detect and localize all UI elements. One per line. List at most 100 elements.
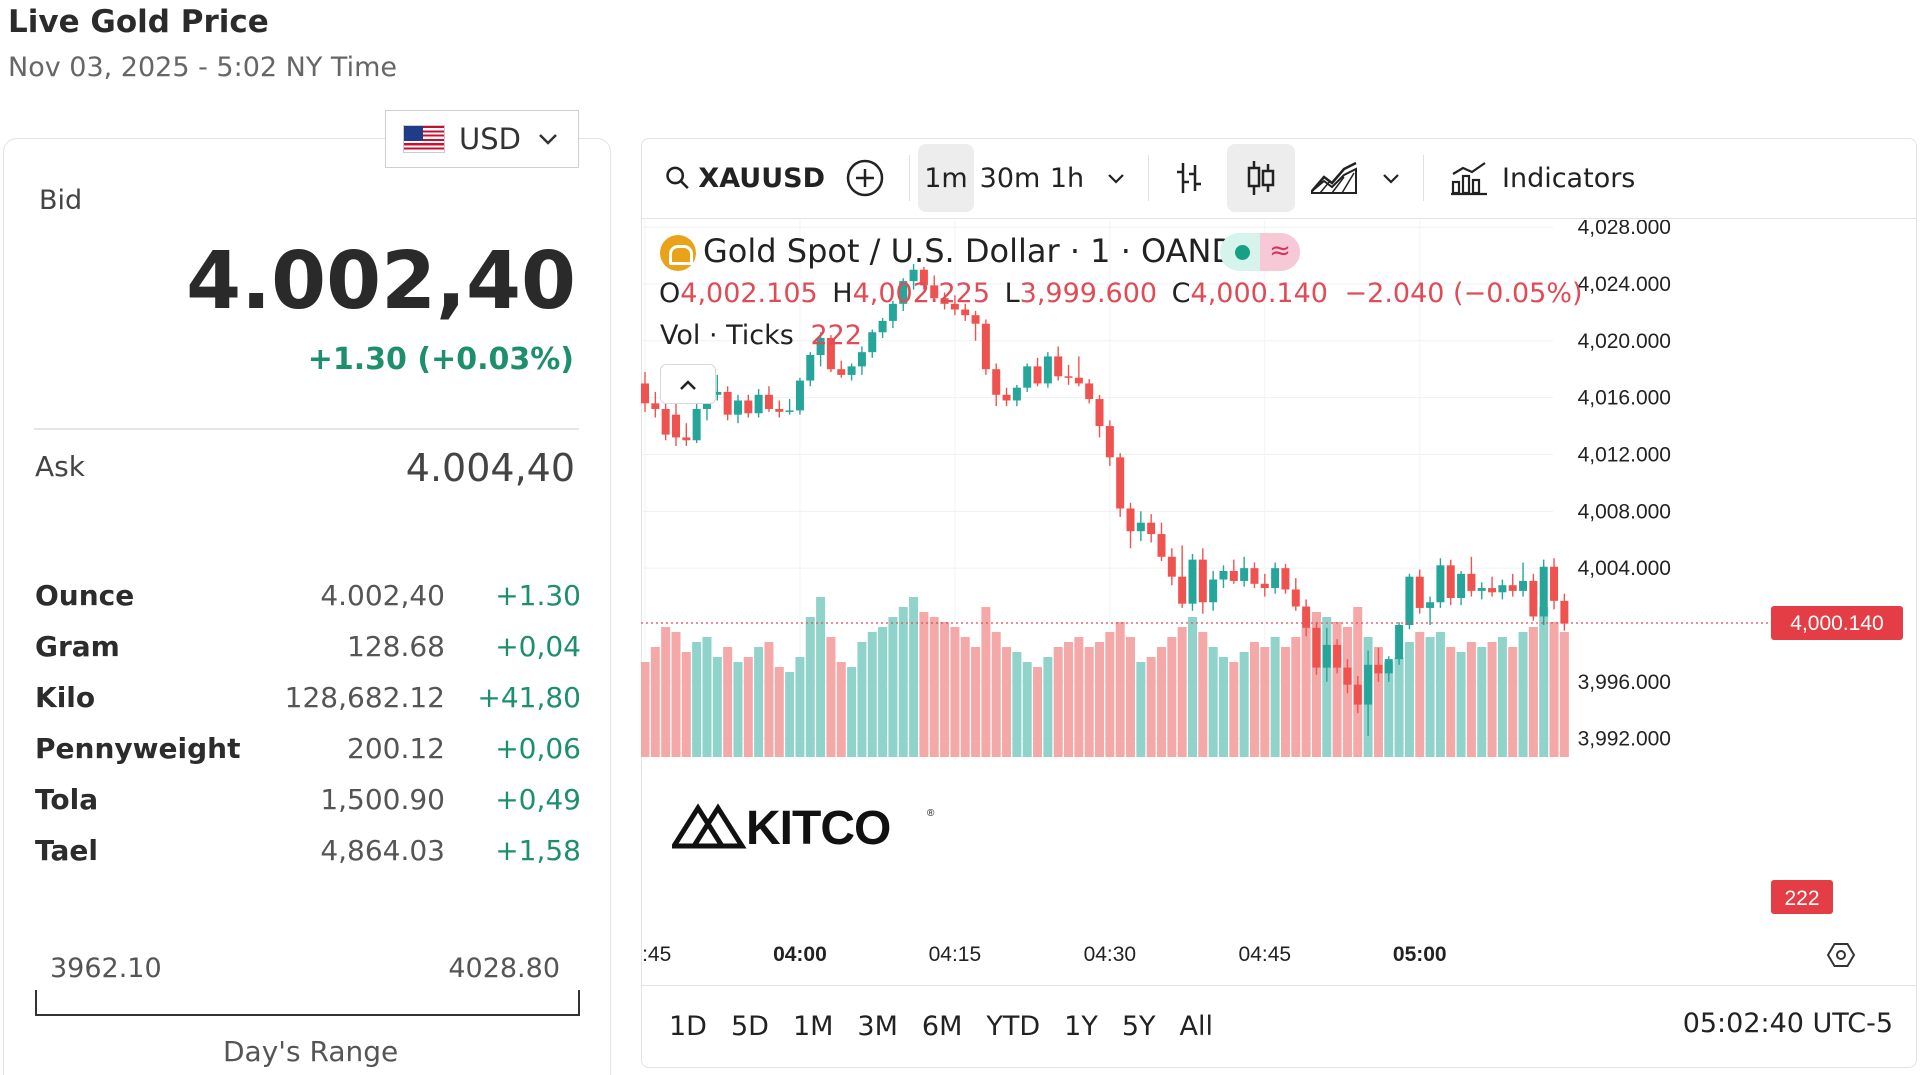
- volume-bar: [909, 597, 919, 757]
- candle-body: [795, 380, 804, 411]
- volume-bar: [795, 657, 805, 757]
- indicators-button[interactable]: Indicators: [1450, 144, 1635, 212]
- period-5d[interactable]: 5D: [730, 1011, 769, 1042]
- interval-1m[interactable]: 1m: [918, 144, 974, 212]
- svg-text:®: ®: [927, 808, 935, 819]
- volume-bar: [1559, 632, 1569, 757]
- volume-bar: [1064, 642, 1074, 757]
- volume-bar: [960, 637, 970, 757]
- volume-bar: [1177, 627, 1187, 757]
- candles-chart-type-button[interactable]: [1227, 144, 1295, 212]
- volume-bar: [1456, 652, 1466, 757]
- volume-bar: [805, 617, 815, 757]
- interval-1h[interactable]: 1h: [1049, 162, 1085, 194]
- candle-body: [1271, 568, 1280, 589]
- ohlc-change: −2.040 (−0.05%): [1344, 278, 1583, 309]
- unit-price: 4,864.03: [320, 834, 445, 867]
- settings-hex-icon[interactable]: [1826, 943, 1856, 967]
- toolbar-separator: [1148, 155, 1149, 201]
- ask-label: Ask: [35, 450, 85, 483]
- interval-dropdown[interactable]: [1098, 144, 1134, 212]
- volume-bar: [723, 647, 733, 757]
- candlestick-chart[interactable]: 4,028.000 4,024.000 4,020.000 4,016.000 4,01…: [641, 220, 1917, 985]
- volume-bar: [733, 662, 743, 757]
- x-tick-label: 04:00: [773, 943, 827, 966]
- volume-badge-bg: [1771, 880, 1833, 914]
- compare-symbol-button[interactable]: [843, 144, 887, 212]
- market-status-pill[interactable]: ≈: [1220, 233, 1300, 271]
- symbol-search[interactable]: XAUUSD: [665, 144, 825, 212]
- volume-bar: [1167, 637, 1177, 757]
- x-tick-label: 04:30: [1084, 943, 1137, 966]
- candle-body: [950, 303, 959, 310]
- volume-bar: [1435, 632, 1445, 757]
- volume-bar: [971, 647, 981, 757]
- candle-body: [1436, 565, 1445, 603]
- unit-name: Tola: [35, 783, 99, 816]
- last-price-badge-bg: [1771, 606, 1903, 641]
- candle-body: [1126, 508, 1135, 532]
- volume-bar: [940, 622, 950, 757]
- bid-label: Bid: [39, 185, 83, 216]
- period-bar: 1D 5D 1M 3M 6M YTD 1Y 5Y All: [641, 985, 1917, 1067]
- period-1d[interactable]: 1D: [669, 1011, 707, 1042]
- candle-body: [723, 391, 732, 415]
- period-1m[interactable]: 1M: [792, 1011, 834, 1042]
- volume-bar: [1497, 637, 1507, 757]
- currency-select[interactable]: USD: [385, 110, 579, 168]
- ohlc-h-label: H: [832, 278, 853, 309]
- period-ytd[interactable]: YTD: [986, 1011, 1041, 1042]
- unit-row: Tael 4,864.03 +1,58: [35, 825, 581, 876]
- candle-body: [671, 414, 680, 438]
- unit-price: 128,682.12: [284, 681, 445, 714]
- bid-change: +1.30 (+0.03%): [307, 342, 574, 377]
- volume-bar: [1528, 627, 1538, 757]
- candle-body: [1415, 576, 1424, 608]
- volume-bar: [1053, 647, 1063, 757]
- volume-bar: [1291, 637, 1301, 757]
- interval-30m[interactable]: 30m: [979, 162, 1041, 194]
- chart-toolbar: XAUUSD 1m 30m 1h Indicators: [641, 138, 1917, 219]
- range-low: 3962.10: [50, 953, 162, 984]
- candle-body: [1136, 522, 1145, 532]
- area-chart-type-button[interactable]: [1309, 144, 1359, 212]
- day-range-bar: [35, 990, 580, 1016]
- candle-body: [1467, 573, 1476, 591]
- plus-circle-icon: [846, 159, 884, 197]
- range-label: Day's Range: [223, 1035, 399, 1068]
- price-card: [3, 138, 611, 1075]
- period-5y[interactable]: 5Y: [1121, 1011, 1156, 1042]
- unit-name: Kilo: [35, 681, 96, 714]
- ohlc-o-label: O: [659, 278, 681, 309]
- period-6m[interactable]: 6M: [921, 1011, 963, 1042]
- candle-body: [992, 369, 1001, 395]
- volume-bar: [1404, 642, 1414, 757]
- unit-row: Kilo 128,682.12 +41,80: [35, 672, 581, 723]
- chart-type-dropdown[interactable]: [1373, 144, 1409, 212]
- unit-name: Gram: [35, 630, 120, 663]
- y-tick-label: 4,008.000: [1578, 500, 1671, 523]
- candle-body: [1033, 366, 1042, 384]
- volume-bar: [1311, 612, 1321, 757]
- collapse-legend-button[interactable]: [660, 364, 716, 404]
- candle-body: [1054, 356, 1063, 377]
- candle-body: [651, 403, 660, 409]
- volume-bar: [785, 672, 795, 757]
- candle-body: [1002, 394, 1011, 401]
- volume-bar: [681, 652, 691, 757]
- bar-chart-type-button[interactable]: [1169, 144, 1209, 212]
- search-icon: [666, 166, 689, 190]
- period-3m[interactable]: 3M: [857, 1011, 898, 1042]
- candle-body: [1085, 383, 1094, 400]
- y-tick-label: 3,996.000: [1578, 671, 1671, 694]
- period-1y[interactable]: 1Y: [1064, 1011, 1098, 1042]
- unit-change: +0,04: [495, 630, 581, 663]
- candle-body: [857, 352, 866, 367]
- volume-bar: [1136, 662, 1146, 757]
- candle-body: [1250, 568, 1259, 584]
- candle-body: [1219, 571, 1228, 580]
- volume-bar: [1539, 607, 1549, 757]
- period-all[interactable]: All: [1179, 1011, 1213, 1042]
- candle-body: [1240, 568, 1249, 581]
- candle-body: [641, 383, 649, 404]
